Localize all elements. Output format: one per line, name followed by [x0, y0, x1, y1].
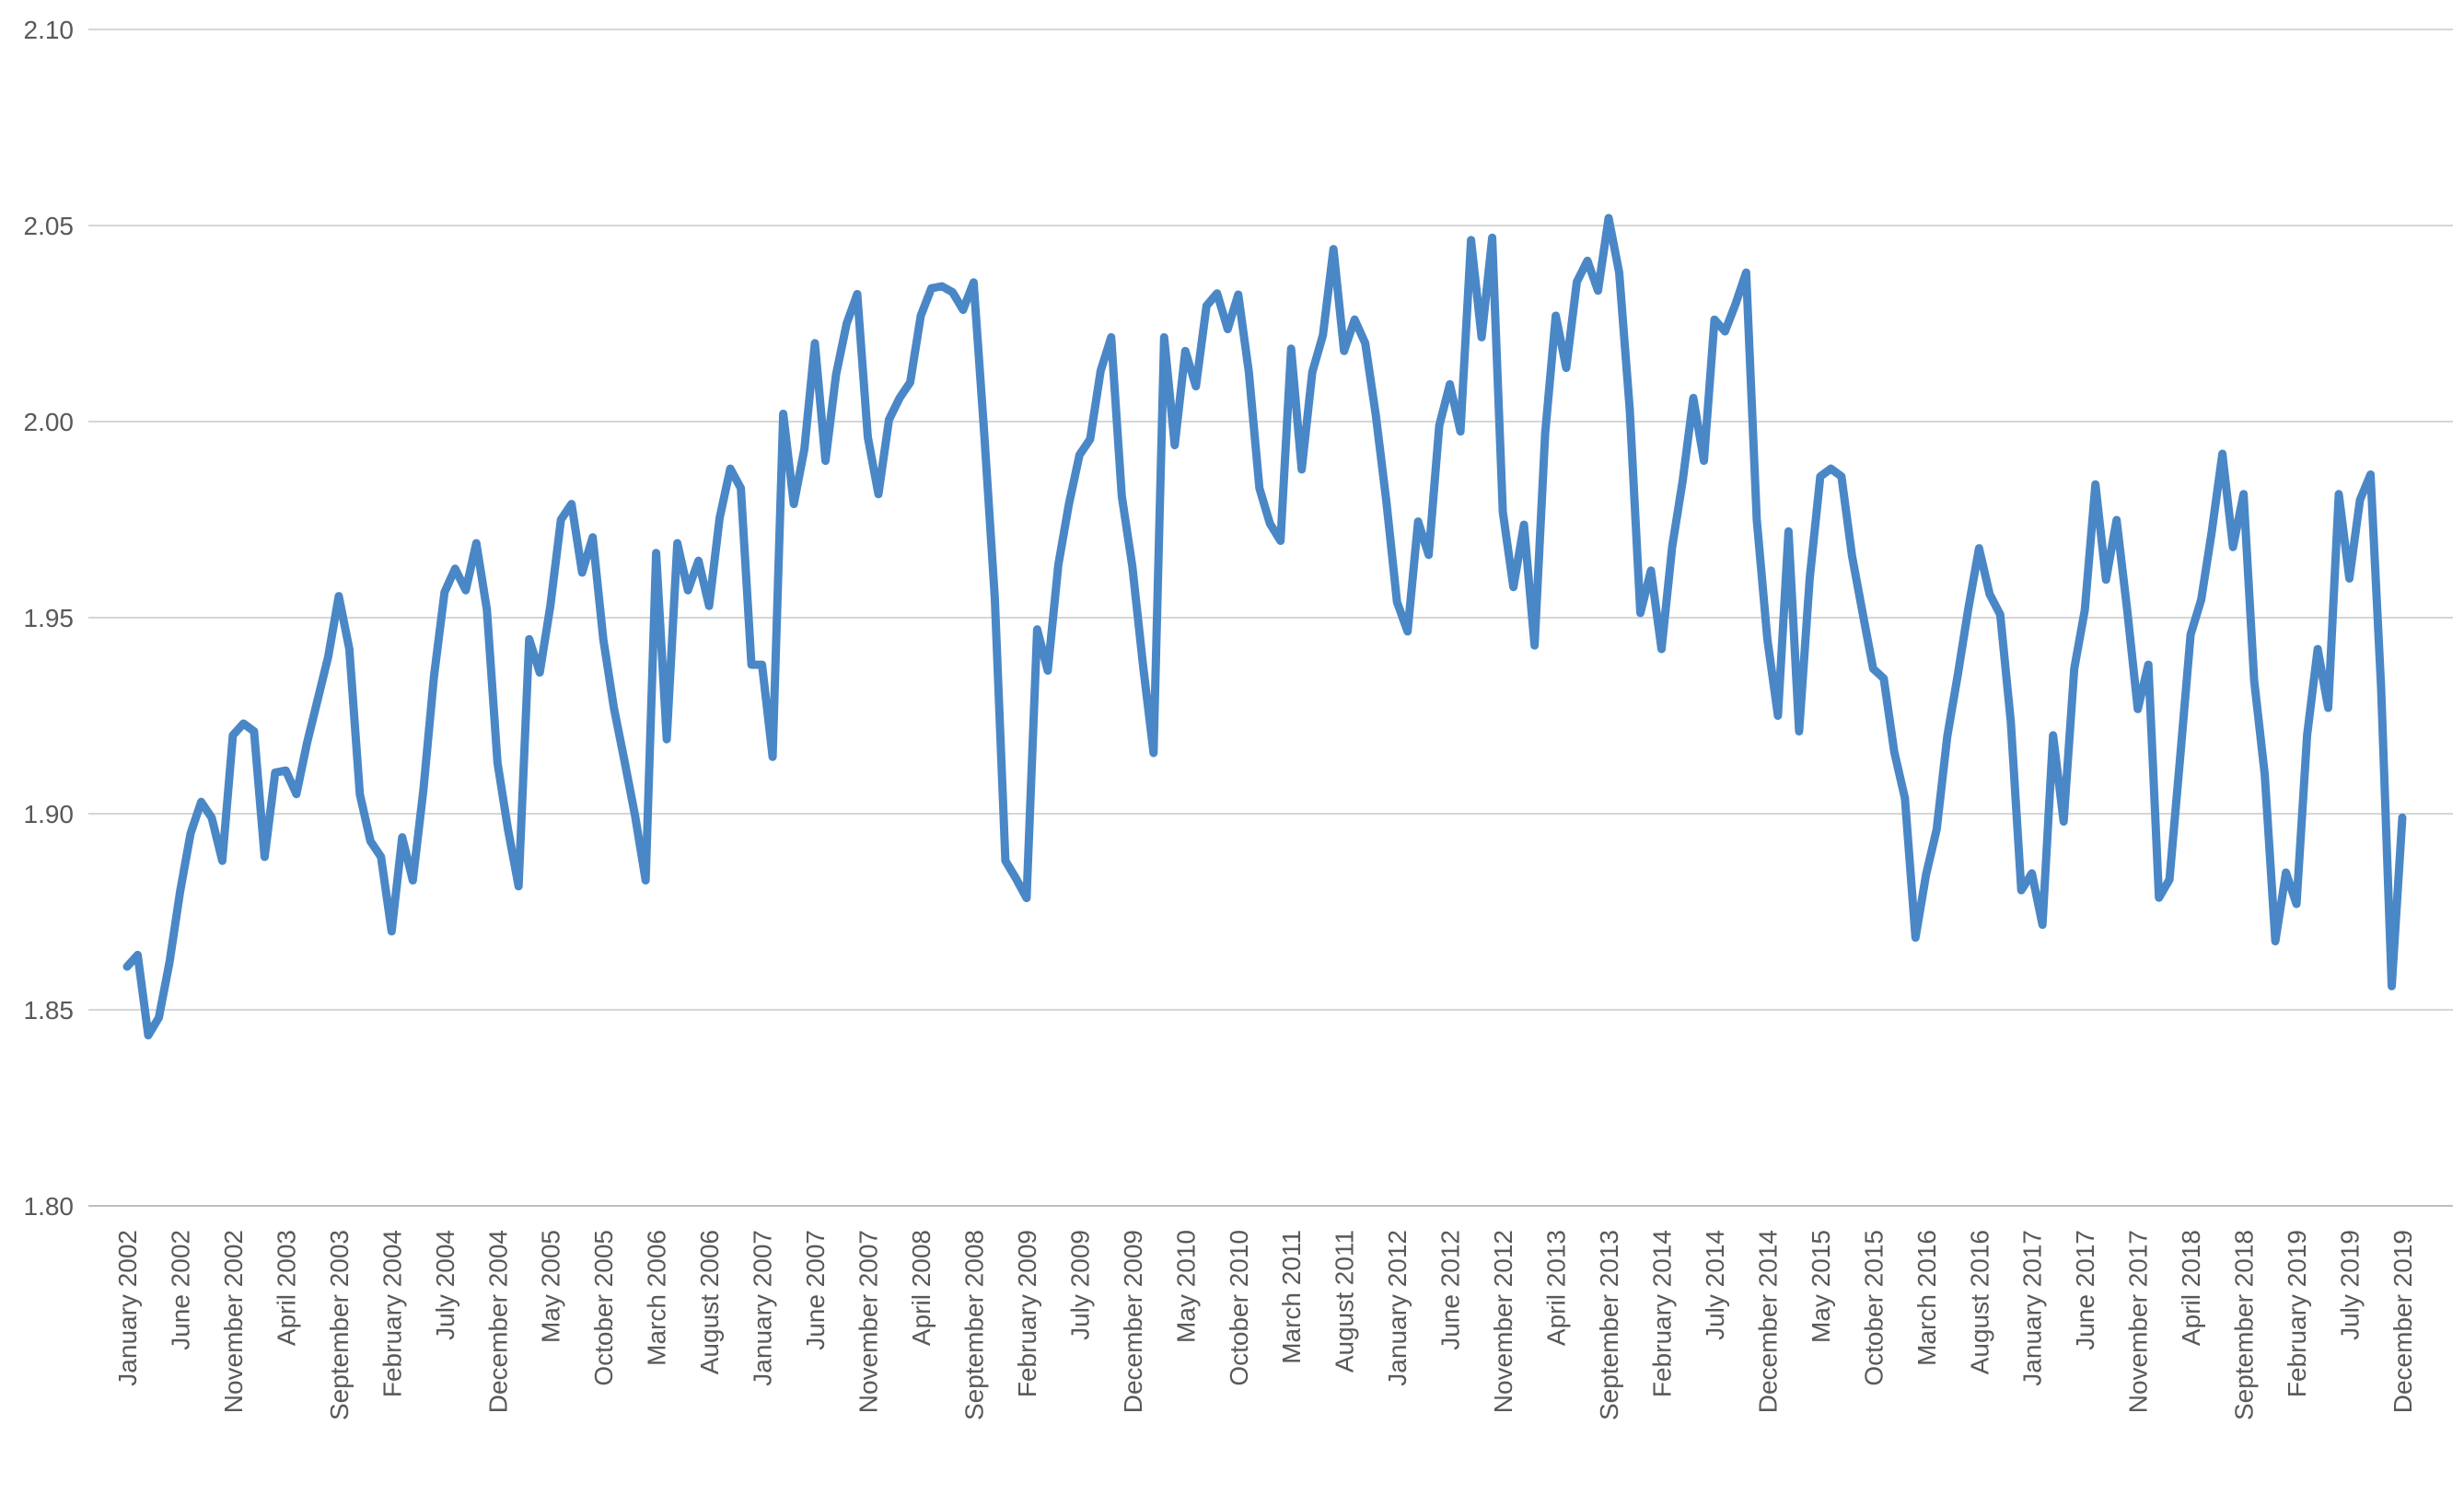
x-axis-tick-label: November 2012 [1489, 1230, 1517, 1413]
x-axis-tick-label: April 2013 [1542, 1230, 1571, 1346]
x-axis-tick-label: December 2014 [1753, 1230, 1782, 1413]
series-line [122, 214, 2407, 1040]
x-axis-tick-label: May 2015 [1807, 1230, 1835, 1343]
y-axis-tick-label: 1.85 [24, 996, 75, 1025]
x-axis-tick-label: October 2010 [1225, 1230, 1253, 1386]
x-axis-tick-label: June 2002 [166, 1230, 194, 1350]
y-axis-tick-label: 2.10 [24, 16, 75, 44]
x-axis-tick-label: November 2007 [854, 1230, 883, 1413]
x-axis-tick-label: October 2015 [1859, 1230, 1888, 1386]
x-axis-tick-label: June 2017 [2071, 1230, 2099, 1350]
x-axis-tick-label: March 2016 [1912, 1230, 1941, 1366]
x-axis-tick-label: August 2006 [695, 1230, 724, 1374]
x-axis-tick-label: July 2004 [431, 1230, 459, 1340]
x-axis-tick-label: April 2018 [2177, 1230, 2205, 1346]
x-axis-tick-label: March 2006 [643, 1230, 671, 1366]
x-axis-tick-label: July 2019 [2336, 1230, 2365, 1340]
x-axis-tick-label: December 2019 [2388, 1230, 2417, 1413]
x-axis-tick-label: July 2009 [1065, 1230, 1094, 1340]
x-axis-tick-label: February 2009 [1013, 1230, 1041, 1397]
x-axis-tick-label: January 2002 [113, 1230, 142, 1386]
x-axis-tick-label: December 2009 [1119, 1230, 1147, 1413]
x-axis-tick-label: August 2011 [1331, 1230, 1359, 1372]
x-axis-tick-label: November 2017 [2124, 1230, 2153, 1413]
x-axis-tick-label: April 2008 [907, 1230, 936, 1346]
x-axis-tick-label: December 2004 [483, 1230, 512, 1413]
x-axis-tick-label: April 2003 [272, 1230, 300, 1346]
y-axis-tick-label: 2.00 [24, 408, 75, 436]
y-axis-tick-label: 1.80 [24, 1192, 75, 1221]
x-axis-tick-label: January 2017 [2018, 1230, 2047, 1386]
x-axis-tick-label: January 2012 [1383, 1230, 1412, 1386]
y-axis-tick-label: 2.05 [24, 212, 75, 240]
x-axis-tick-label: August 2016 [1965, 1230, 1993, 1374]
x-axis-tick-label: November 2002 [219, 1230, 248, 1413]
x-axis-tick-label: September 2018 [2230, 1230, 2259, 1420]
x-axis-tick-label: February 2014 [1647, 1230, 1676, 1397]
x-axis-tick-label: February 2019 [2283, 1230, 2311, 1397]
x-axis-tick-label: May 2010 [1171, 1230, 1200, 1343]
x-axis-tick-label: September 2013 [1595, 1230, 1623, 1420]
x-axis-tick-label: September 2003 [325, 1230, 354, 1420]
x-axis-tick-label: September 2008 [959, 1230, 988, 1420]
x-axis-tick-label: March 2011 [1277, 1230, 1306, 1364]
x-axis-tick-label: June 2007 [801, 1230, 830, 1350]
y-axis-tick-label: 1.90 [24, 800, 75, 828]
x-axis-tick-label: February 2004 [378, 1230, 406, 1397]
x-axis-tick-label: October 2005 [589, 1230, 618, 1386]
x-axis-tick-label: January 2007 [749, 1230, 777, 1386]
x-axis-tick-label: May 2005 [537, 1230, 565, 1343]
y-axis-tick-label: 1.95 [24, 604, 75, 632]
x-axis-tick-label: June 2012 [1436, 1230, 1465, 1350]
x-axis-tick-label: July 2014 [1701, 1230, 1729, 1340]
